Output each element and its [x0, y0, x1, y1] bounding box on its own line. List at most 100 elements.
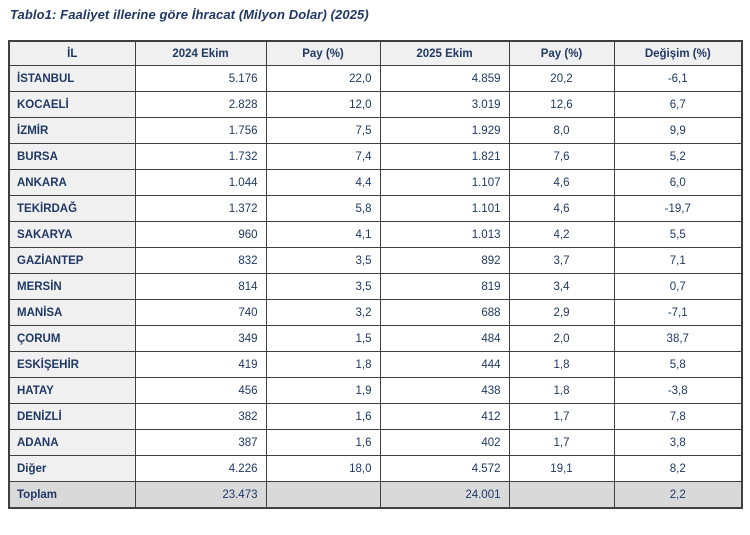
cell-2025-share: 7,6	[508, 143, 615, 170]
table-row: ÇORUM 349 1,5 484 2,0 38,7	[8, 325, 743, 352]
cell-2024-value: 960	[134, 221, 267, 248]
cell-change: 5,2	[613, 143, 743, 170]
cell-2024-value: 387	[134, 429, 267, 456]
cell-2024-value: 382	[134, 403, 267, 430]
cell-2025-share: 8,0	[508, 117, 615, 144]
cell-2025-value: 1.107	[379, 169, 510, 196]
table-row: GAZİANTEP 832 3,5 892 3,7 7,1	[8, 247, 743, 274]
cell-2024-share: 22,0	[265, 65, 381, 92]
cell-2024-share: 12,0	[265, 91, 381, 118]
cell-2024-share: 1,8	[265, 351, 381, 378]
table-title: Tablo1: Faaliyet illerine göre İhracat (…	[10, 7, 369, 22]
cell-2025-share: 2,0	[508, 325, 615, 352]
cell-2025-share: 1,8	[508, 351, 615, 378]
cell-2025-share: 1,7	[508, 403, 615, 430]
cell-2025-value: 1.101	[379, 195, 510, 222]
export-by-province-table: İL 2024 Ekim Pay (%) 2025 Ekim Pay (%) D…	[8, 40, 743, 509]
column-header-il: İL	[8, 40, 136, 66]
table-row: ESKİŞEHİR 419 1,8 444 1,8 5,8	[8, 351, 743, 378]
cell-2025-value: 438	[379, 377, 510, 404]
cell-2024-value: 419	[134, 351, 267, 378]
cell-2024-value: 5.176	[134, 65, 267, 92]
cell-il: ÇORUM	[8, 325, 136, 352]
cell-2024-share: 4,4	[265, 169, 381, 196]
cell-2025-value: 4.572	[379, 455, 510, 482]
cell-change: 5,5	[613, 221, 743, 248]
table-row: BURSA 1.732 7,4 1.821 7,6 5,2	[8, 143, 743, 170]
table-row: MERSİN 814 3,5 819 3,4 0,7	[8, 273, 743, 300]
cell-change: 7,8	[613, 403, 743, 430]
cell-2025-value: 819	[379, 273, 510, 300]
table-row: ANKARA 1.044 4,4 1.107 4,6 6,0	[8, 169, 743, 196]
column-header-2024-ekim: 2024 Ekim	[134, 40, 267, 66]
table-row: DENİZLİ 382 1,6 412 1,7 7,8	[8, 403, 743, 430]
table-row: Diğer 4.226 18,0 4.572 19,1 8,2	[8, 455, 743, 482]
cell-change: 8,2	[613, 455, 743, 482]
cell-2025-share: 4,6	[508, 169, 615, 196]
cell-il: İZMİR	[8, 117, 136, 144]
cell-2025-share: 2,9	[508, 299, 615, 326]
cell-2024-share: 18,0	[265, 455, 381, 482]
header-row: İL 2024 Ekim Pay (%) 2025 Ekim Pay (%) D…	[8, 40, 743, 66]
cell-2024-share: 5,8	[265, 195, 381, 222]
cell-2024-share: 7,4	[265, 143, 381, 170]
cell-2024-value: 740	[134, 299, 267, 326]
cell-2024-share	[265, 481, 381, 509]
cell-change: -19,7	[613, 195, 743, 222]
table-row: ADANA 387 1,6 402 1,7 3,8	[8, 429, 743, 456]
cell-2025-share: 4,6	[508, 195, 615, 222]
table-row: MANİSA 740 3,2 688 2,9 -7,1	[8, 299, 743, 326]
cell-change: 6,7	[613, 91, 743, 118]
cell-il: MANİSA	[8, 299, 136, 326]
cell-il: KOCAELİ	[8, 91, 136, 118]
cell-2024-share: 1,6	[265, 429, 381, 456]
cell-2024-value: 456	[134, 377, 267, 404]
cell-2025-share	[508, 481, 615, 509]
cell-2024-share: 3,5	[265, 247, 381, 274]
cell-2024-value: 832	[134, 247, 267, 274]
cell-2025-value: 444	[379, 351, 510, 378]
cell-change: 5,8	[613, 351, 743, 378]
column-header-2025-ekim: 2025 Ekim	[379, 40, 510, 66]
cell-2024-value: 4.226	[134, 455, 267, 482]
cell-2024-share: 4,1	[265, 221, 381, 248]
cell-2025-share: 12,6	[508, 91, 615, 118]
cell-2024-value: 814	[134, 273, 267, 300]
column-header-pay-2024: Pay (%)	[265, 40, 381, 66]
cell-change: 0,7	[613, 273, 743, 300]
cell-il: İSTANBUL	[8, 65, 136, 92]
cell-2024-value: 1.756	[134, 117, 267, 144]
cell-il: Diğer	[8, 455, 136, 482]
cell-2025-value: 484	[379, 325, 510, 352]
cell-2024-share: 1,6	[265, 403, 381, 430]
table-row: TEKİRDAĞ 1.372 5,8 1.101 4,6 -19,7	[8, 195, 743, 222]
cell-2025-value: 3.019	[379, 91, 510, 118]
cell-2025-share: 19,1	[508, 455, 615, 482]
cell-il: GAZİANTEP	[8, 247, 136, 274]
table-row: SAKARYA 960 4,1 1.013 4,2 5,5	[8, 221, 743, 248]
cell-2025-value: 1.929	[379, 117, 510, 144]
cell-il: BURSA	[8, 143, 136, 170]
cell-2025-share: 3,4	[508, 273, 615, 300]
cell-change: 38,7	[613, 325, 743, 352]
cell-2024-value: 1.044	[134, 169, 267, 196]
cell-2025-value: 1.013	[379, 221, 510, 248]
cell-change: -3,8	[613, 377, 743, 404]
cell-2025-share: 1,8	[508, 377, 615, 404]
cell-2024-share: 1,9	[265, 377, 381, 404]
cell-2025-value: 4.859	[379, 65, 510, 92]
cell-2025-value: 24.001	[379, 481, 510, 509]
cell-2025-value: 1.821	[379, 143, 510, 170]
cell-il: ADANA	[8, 429, 136, 456]
cell-il: ESKİŞEHİR	[8, 351, 136, 378]
cell-change: 7,1	[613, 247, 743, 274]
cell-2024-value: 1.372	[134, 195, 267, 222]
table-row: İZMİR 1.756 7,5 1.929 8,0 9,9	[8, 117, 743, 144]
cell-2024-share: 3,2	[265, 299, 381, 326]
cell-2025-share: 4,2	[508, 221, 615, 248]
column-header-degisim: Değişim (%)	[613, 40, 743, 66]
cell-il: Toplam	[8, 481, 136, 509]
cell-2024-share: 1,5	[265, 325, 381, 352]
total-row: Toplam 23.473 24.001 2,2	[8, 481, 743, 509]
column-header-pay-2025: Pay (%)	[508, 40, 615, 66]
